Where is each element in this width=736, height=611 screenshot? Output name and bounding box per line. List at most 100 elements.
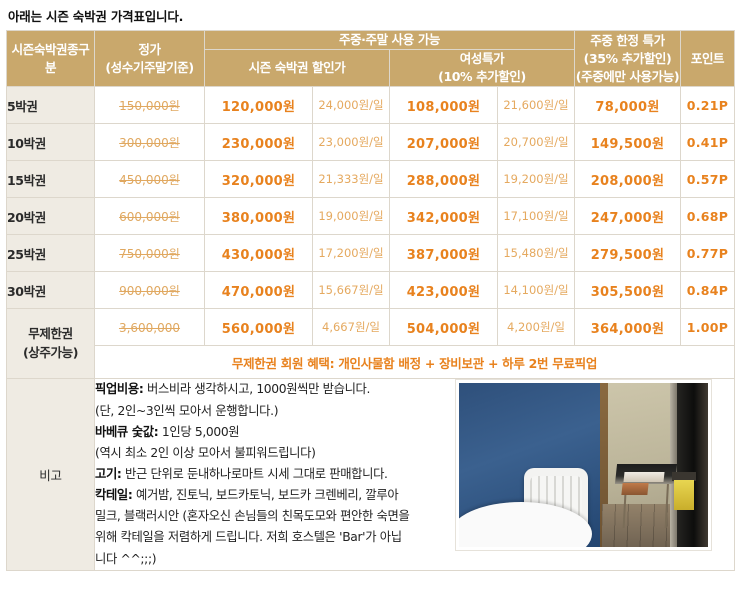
photo-yellow-bucket [674,480,694,511]
table-row: 10박권 300,000원 230,000원 23,000원/일 207,000… [6,123,735,162]
female-perday-value: 4,200원/일 [507,320,565,335]
table-row: 25박권 750,000원 430,000원 17,200원/일 387,000… [6,234,735,273]
list-price-value: 900,000원 [119,283,180,298]
row-label-20: 20박권 [6,197,95,236]
point-value: 0.84P [686,282,729,298]
female-perday-value: 17,100원/일 [503,209,569,224]
note-line-9-rest: 니다 ^^;;;) [95,551,157,566]
note-line-6-rest: 예거밤, 진토닉, 보드카토닉, 보드카 크렌베리, 깔루아 [132,488,399,503]
row-label-30: 30박권 [6,271,95,310]
season-perday-value: 24,000원/일 [318,98,384,113]
list-price-value: 150,000원 [119,98,180,113]
weekday-special-value: 247,000원 [590,210,665,226]
cell-female-price-unlimited: 504,000원 [389,308,498,347]
table-row: 20박권 600,000원 380,000원 19,000원/일 342,000… [6,197,735,236]
cell-point-25: 0.77P [680,234,735,273]
weekday-special-value: 78,000원 [595,99,660,115]
header-group-weekday-weekend: 주중·주말 사용 가능 [204,29,575,51]
header-point: 포인트 [680,29,735,88]
season-perday-value: 23,000원/일 [318,135,384,150]
benefit-text: 무제한권 회원 혜택: 개인사물함 배정 + 장비보관 + 하루 2번 무료픽업 [94,345,735,380]
weekday-special-value: 364,000원 [590,321,665,337]
cell-season-price-5: 120,000원 [204,86,313,125]
cell-season-price-25: 430,000원 [204,234,313,273]
cell-point-unlimited: 1.00P [680,308,735,347]
note-line-5-bold: 고기: [95,466,122,481]
note-line-8-rest: 위해 칵테일을 저렴하게 드립니다. 저희 호스텔은 'Bar'가 아닙 [95,530,402,545]
cell-list-price-20: 600,000원 [94,197,205,236]
cell-female-perday-30: 14,100원/일 [497,271,575,310]
season-perday-value: 15,667원/일 [318,283,384,298]
cell-list-price-30: 900,000원 [94,271,205,310]
point-value: 0.57P [686,171,729,187]
note-line-1-rest: 버스비라 생각하시고, 1000원씩만 받습니다. [143,382,371,397]
note-line-3-bold: 바베큐 숯값: [95,424,159,439]
header-female-special-line2: (10% 추가할인) [438,69,526,85]
note-line-6: 칵테일: 예거밤, 진토닉, 보드카토닉, 보드카 크렌베리, 깔루아 [95,485,447,506]
note-line-1-bold: 픽업비용: [95,382,144,397]
cell-female-price-30: 423,000원 [389,271,498,310]
header-season-discount-label: 시즌 숙박권 할인가 [248,60,346,76]
header-female-special-line1: 여성특가 [459,51,505,67]
cell-weekday-special-20: 247,000원 [574,197,681,236]
cell-season-price-30: 470,000원 [204,271,313,310]
row-label-unlimited: 무제한권 (상주가능) [6,308,95,380]
row-label-5: 5박권 [6,86,95,125]
cell-list-price-unlimited: 3,600,000 [94,308,205,347]
table-row: 무제한권 (상주가능) 3,600,000 560,000원 4,667원/일 … [6,308,735,380]
point-value: 0.68P [686,208,729,224]
photo-dark-doorway [673,380,711,551]
note-line-5-rest: 반근 단위로 둔내하나로마트 시세 그대로 판매합니다. [121,466,388,481]
season-price-value: 380,000원 [221,210,296,226]
cell-female-price-25: 387,000원 [389,234,498,273]
point-value: 0.77P [686,245,729,261]
list-price-value: 3,600,000 [118,320,181,335]
header-pass-type: 시즌숙박권종구분 [6,29,95,88]
cell-female-price-15: 288,000원 [389,160,498,199]
benefit-row: 무제한권 회원 혜택: 개인사물함 배정 + 장비보관 + 하루 2번 무료픽업 [7,345,735,380]
weekday-special-value: 208,000원 [590,173,665,189]
list-price-value: 300,000원 [119,135,180,150]
header-weekday-special-line2: (35% 추가할인) [583,50,672,66]
female-price-value: 288,000원 [406,173,481,189]
female-perday-value: 21,600원/일 [503,98,569,113]
row-label-25: 25박권 [6,234,95,273]
female-perday-value: 20,700원/일 [503,135,569,150]
note-line-4-rest: (역시 최소 2인 이상 모아서 불피워드립니다) [95,445,316,460]
cell-weekday-special-10: 149,500원 [574,123,681,162]
note-line-3: 바베큐 숯값: 1인당 5,000원 [95,422,447,443]
notes-body: 픽업비용: 버스비라 생각하시고, 1000원씩만 받습니다. (단, 2인~3… [94,378,735,571]
table-row: 15박권 450,000원 320,000원 21,333원/일 288,000… [6,160,735,199]
season-perday-value: 19,000원/일 [318,209,384,224]
list-price-value: 600,000원 [119,209,180,224]
photo-white-table [456,502,592,551]
cell-weekday-special-unlimited: 364,000원 [574,308,681,347]
season-perday-value: 17,200원/일 [318,246,384,261]
cell-season-price-10: 230,000원 [204,123,313,162]
header-pass-type-label: 시즌숙박권종구분 [11,41,90,75]
female-price-value: 504,000원 [406,321,481,337]
cell-season-perday-unlimited: 4,667원/일 [312,308,390,347]
cell-weekday-special-5: 78,000원 [574,86,681,125]
note-line-3-rest: 1인당 5,000원 [158,424,240,439]
header-weekday-special: 주중 한정 특가 (35% 추가할인) (주중에만 사용가능) [574,29,681,88]
row-label-unlimited-line1: 무제한권 [28,326,73,342]
header-list-price: 정가 (성수기주말기준) [94,29,205,88]
notes-wrapper: 픽업비용: 버스비라 생각하시고, 1000원씩만 받습니다. (단, 2인~3… [95,379,734,569]
season-perday-value: 21,333원/일 [318,172,384,187]
cell-season-perday-25: 17,200원/일 [312,234,390,273]
header-list-price-line1: 정가 [138,41,161,57]
cell-season-price-20: 380,000원 [204,197,313,236]
point-value: 1.00P [686,319,729,335]
weekday-special-value: 279,500원 [590,247,665,263]
table-row: 30박권 900,000원 470,000원 15,667원/일 423,000… [6,271,735,310]
season-pass-price-table: 시즌숙박권종구분 정가 (성수기주말기준) 주중·주말 사용 가능 주중 한정 … [6,29,735,571]
cell-season-perday-5: 24,000원/일 [312,86,390,125]
cell-list-price-10: 300,000원 [94,123,205,162]
season-price-value: 470,000원 [221,284,296,300]
season-price-value: 230,000원 [221,136,296,152]
season-price-value: 320,000원 [221,173,296,189]
row-label-10: 10박권 [6,123,95,162]
photo-grill-ember [621,483,649,496]
cell-weekday-special-25: 279,500원 [574,234,681,273]
